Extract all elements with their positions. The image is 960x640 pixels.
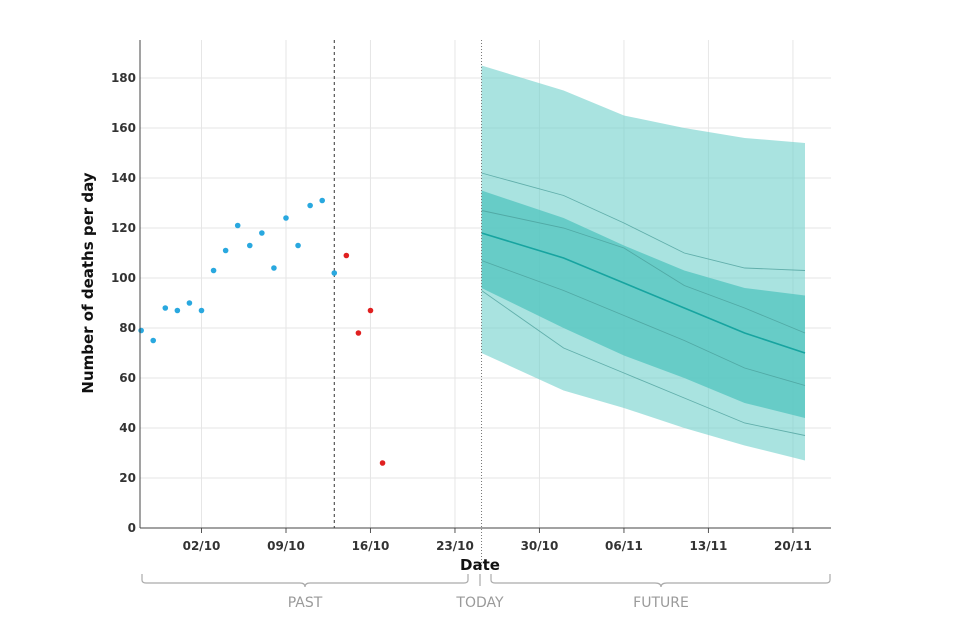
axes <box>139 40 831 533</box>
x-tick-label: 23/10 <box>436 539 474 553</box>
y-axis-title: Number of deaths per day <box>79 172 97 393</box>
y-tick-label: 20 <box>119 471 136 485</box>
observed-point <box>186 300 193 306</box>
data-points <box>138 197 386 466</box>
excluded-point <box>367 307 374 314</box>
observed-point <box>283 215 289 221</box>
past-bracket <box>141 574 469 588</box>
observed-point <box>150 337 157 344</box>
past-label: PAST <box>288 595 323 611</box>
y-tick-label: 180 <box>111 71 136 85</box>
forecast-sample-line <box>481 210 806 334</box>
observed-point <box>174 307 181 314</box>
y-tick-label: 140 <box>111 171 136 185</box>
today-label: TODAY <box>455 595 504 611</box>
future-label: FUTURE <box>633 595 689 611</box>
observed-point <box>319 197 326 204</box>
forecast-sample-line <box>481 290 806 436</box>
observed-point <box>162 305 169 311</box>
observed-point <box>198 307 205 314</box>
excluded-point <box>379 460 386 466</box>
y-tick-label: 120 <box>111 221 136 235</box>
x-tick-label: 30/10 <box>521 539 559 553</box>
observed-point <box>295 242 301 249</box>
tick-labels: 0 20 40 60 80 100 120 140 160 180 02/10 09/10 16/10 2… <box>111 71 812 553</box>
observed-point <box>210 267 217 274</box>
forecast-bands <box>481 65 806 461</box>
observed-point <box>307 202 313 209</box>
excluded-point <box>343 252 350 259</box>
observed-point <box>271 265 277 271</box>
x-tick-label: 09/10 <box>267 539 305 553</box>
forecast-sample-line <box>481 260 806 386</box>
x-tick-label: 20/11 <box>774 539 812 553</box>
x-tick-label: 13/11 <box>690 539 728 553</box>
future-bracket <box>490 574 831 588</box>
inner-prediction-band <box>481 190 805 418</box>
y-tick-label: 80 <box>119 321 136 335</box>
forecast-sample-line <box>481 172 806 271</box>
period-brackets: PAST TODAY FUTURE <box>141 574 831 611</box>
observed-point <box>138 327 144 334</box>
forecast-median-line <box>481 232 806 354</box>
y-tick-label: 100 <box>111 271 136 285</box>
x-tick-label: 06/11 <box>605 539 643 553</box>
x-tick-label: 02/10 <box>183 539 221 553</box>
x-axis-title: Date <box>460 556 500 574</box>
y-tick-label: 0 <box>128 521 136 535</box>
y-tick-label: 40 <box>119 421 136 435</box>
x-tick-label: 16/10 <box>352 539 390 553</box>
observed-point <box>222 247 229 254</box>
excluded-point <box>355 330 362 336</box>
observed-point <box>246 242 253 249</box>
y-tick-label: 160 <box>111 121 136 135</box>
observed-point <box>234 222 241 229</box>
observed-point <box>259 230 265 236</box>
y-tick-label: 60 <box>119 371 136 385</box>
observed-point <box>331 270 338 276</box>
reference-lines <box>333 40 483 568</box>
